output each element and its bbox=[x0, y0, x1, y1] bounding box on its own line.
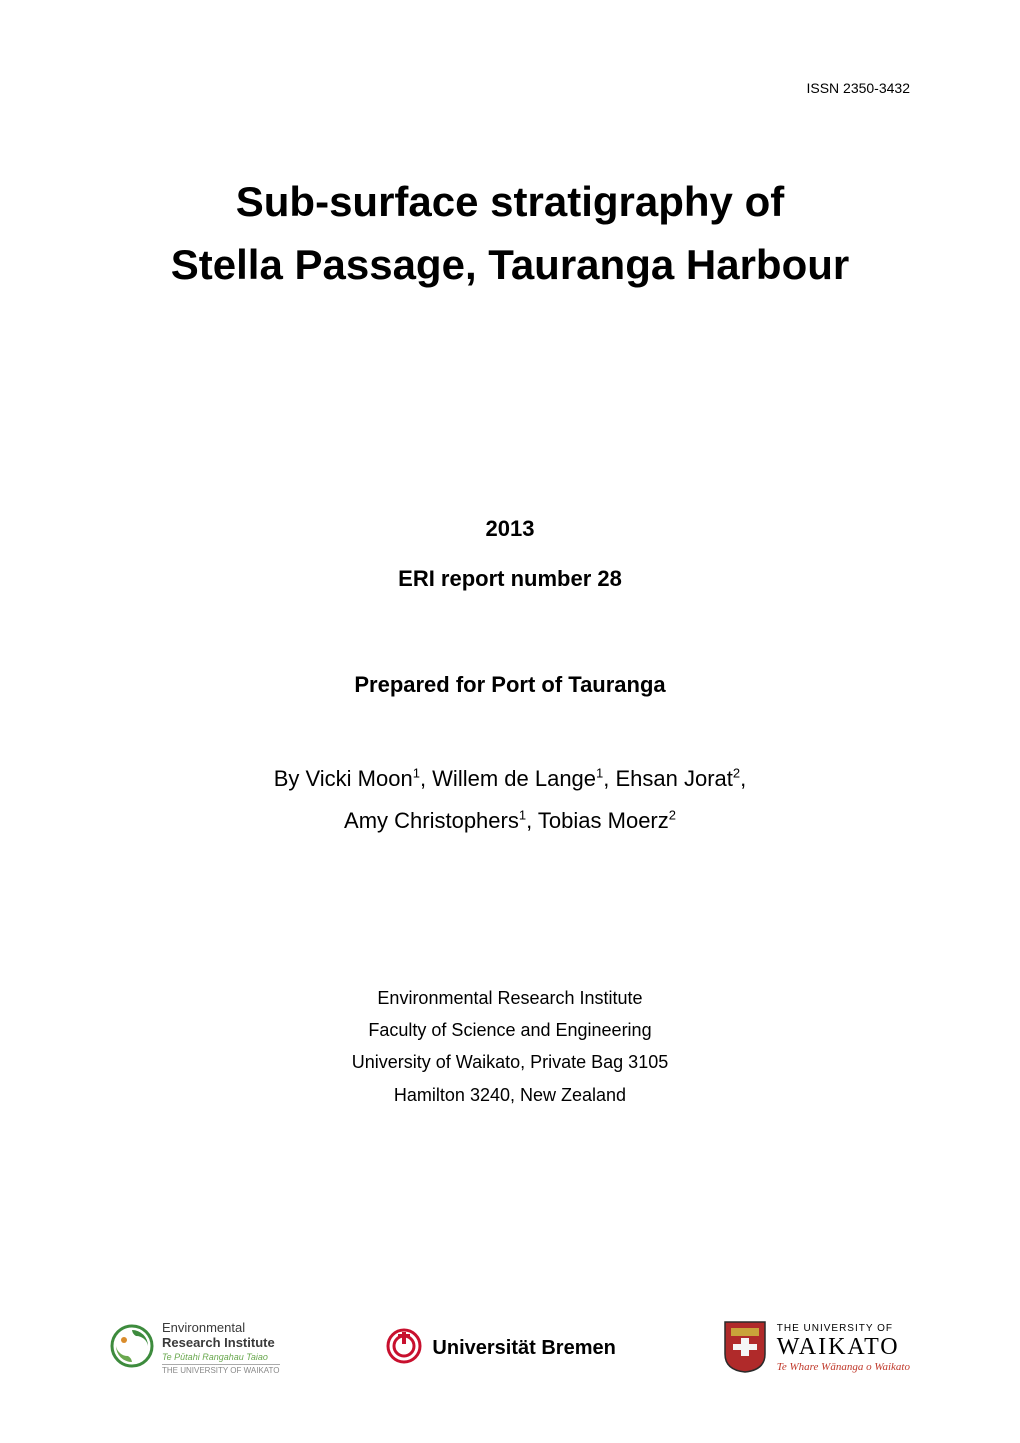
year-report-block: 2013 ERI report number 28 bbox=[110, 516, 910, 592]
prepared-for: Prepared for Port of Tauranga bbox=[110, 672, 910, 698]
eri-label: Research Institute bbox=[162, 1336, 280, 1351]
eri-university-label: THE UNIVERSITY OF WAIKATO bbox=[162, 1364, 280, 1375]
title-line-1: Sub-surface stratigraphy of bbox=[110, 170, 910, 233]
waikato-crest-icon bbox=[721, 1318, 769, 1379]
eri-swirl-icon bbox=[110, 1324, 154, 1373]
author-text: , Ehsan Jorat bbox=[603, 766, 733, 791]
waikato-name: WAIKATO bbox=[777, 1334, 910, 1360]
waikato-maori-label: Te Whare Wānanga o Waikato bbox=[777, 1361, 910, 1373]
affiliation-sup: 2 bbox=[669, 807, 676, 822]
waikato-logo: THE UNIVERSITY OF WAIKATO Te Whare Wānan… bbox=[721, 1318, 910, 1379]
affiliation-sup: 1 bbox=[413, 766, 420, 781]
eri-text-block: Environmental Research Institute Te Pūta… bbox=[162, 1321, 280, 1375]
waikato-label: THE UNIVERSITY OF bbox=[777, 1323, 910, 1334]
eri-maori-label: Te Pūtahi Rangahau Taiao bbox=[162, 1352, 280, 1362]
title-line-2: Stella Passage, Tauranga Harbour bbox=[110, 233, 910, 296]
author-text: By Vicki Moon bbox=[274, 766, 413, 791]
logos-row: Environmental Research Institute Te Pūta… bbox=[110, 1313, 910, 1383]
institute-block: Environmental Research Institute Faculty… bbox=[110, 982, 910, 1112]
eri-logo: Environmental Research Institute Te Pūta… bbox=[110, 1321, 280, 1375]
waikato-text-block: THE UNIVERSITY OF WAIKATO Te Whare Wānan… bbox=[777, 1323, 910, 1372]
author-text: Amy Christophers bbox=[344, 808, 519, 833]
institute-line: Faculty of Science and Engineering bbox=[110, 1014, 910, 1046]
title-block: Sub-surface stratigraphy of Stella Passa… bbox=[110, 170, 910, 296]
author-text: , bbox=[740, 766, 746, 791]
bremen-label: Universität Bremen bbox=[432, 1337, 615, 1360]
report-number: ERI report number 28 bbox=[110, 566, 910, 592]
institute-line: Environmental Research Institute bbox=[110, 982, 910, 1014]
issn-label: ISSN 2350-3432 bbox=[806, 80, 910, 96]
author-text: , Tobias Moerz bbox=[526, 808, 669, 833]
author-text: , Willem de Lange bbox=[420, 766, 596, 791]
affiliation-sup: 1 bbox=[519, 807, 526, 822]
authors-block: By Vicki Moon1, Willem de Lange1, Ehsan … bbox=[110, 758, 910, 842]
bremen-logo: Universität Bremen bbox=[384, 1326, 615, 1371]
bremen-key-icon bbox=[384, 1326, 424, 1371]
institute-line: Hamilton 3240, New Zealand bbox=[110, 1079, 910, 1111]
authors-line-2: Amy Christophers1, Tobias Moerz2 bbox=[110, 800, 910, 842]
eri-label: Environmental bbox=[162, 1321, 280, 1336]
authors-line-1: By Vicki Moon1, Willem de Lange1, Ehsan … bbox=[110, 758, 910, 800]
year: 2013 bbox=[110, 516, 910, 542]
institute-line: University of Waikato, Private Bag 3105 bbox=[110, 1046, 910, 1078]
